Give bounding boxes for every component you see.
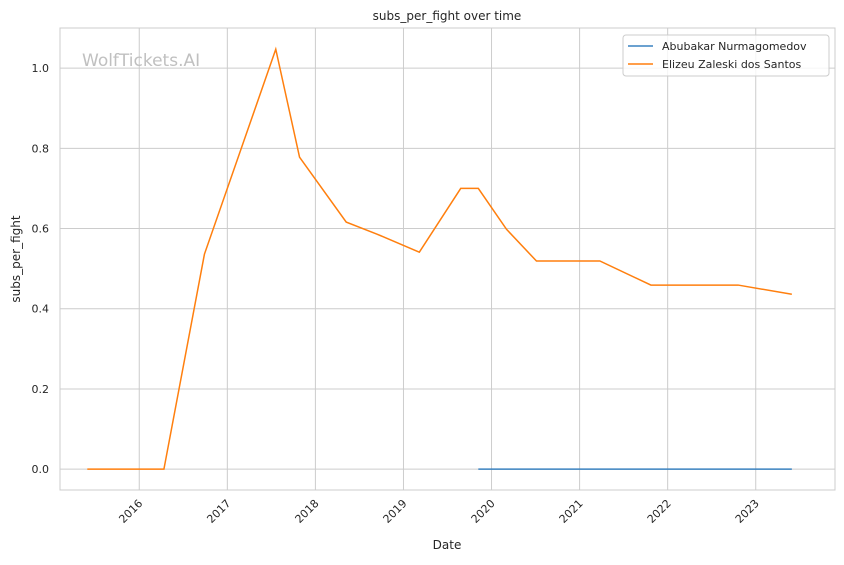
x-tick-label: 2021 <box>557 497 586 526</box>
x-tick-label: 2022 <box>645 497 674 526</box>
y-axis-label: subs_per_fight <box>9 215 23 302</box>
y-tick-label: 0.4 <box>32 303 50 316</box>
x-tick-label: 2023 <box>733 497 762 526</box>
legend: Abubakar Nurmagomedov Elizeu Zaleski dos… <box>623 35 829 76</box>
y-tick-label: 0.6 <box>32 223 50 236</box>
legend-label-elizeu: Elizeu Zaleski dos Santos <box>662 58 802 71</box>
x-tick-label: 2016 <box>116 497 145 526</box>
x-tick-label: 2020 <box>469 497 498 526</box>
y-tick-label: 0.8 <box>32 142 50 155</box>
legend-label-abubakar: Abubakar Nurmagomedov <box>662 40 807 53</box>
x-tick-label: 2018 <box>293 497 322 526</box>
x-tick-label: 2019 <box>381 497 410 526</box>
plot-area <box>60 28 835 490</box>
y-tick-label: 0.2 <box>32 383 50 396</box>
watermark: WolfTickets.AI <box>82 51 200 71</box>
chart-title: subs_per_fight over time <box>373 9 522 23</box>
x-axis-label: Date <box>433 538 462 552</box>
x-tick-label: 2017 <box>204 497 233 526</box>
y-tick-label: 1.0 <box>32 62 50 75</box>
y-tick-label: 0.0 <box>32 463 50 476</box>
